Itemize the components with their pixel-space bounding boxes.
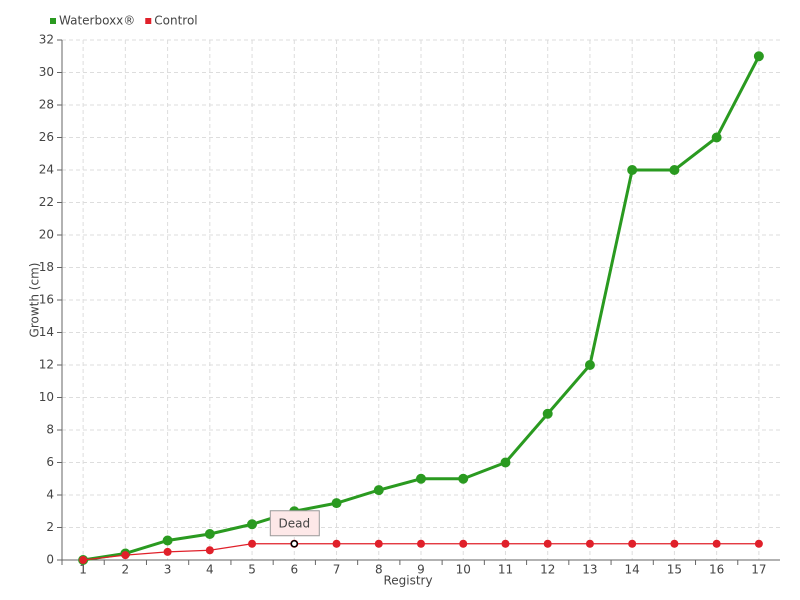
y-tick-label: 26	[39, 130, 54, 144]
x-tick-label: 11	[498, 563, 513, 577]
data-point	[628, 539, 637, 548]
data-point	[669, 165, 680, 175]
data-point	[627, 165, 638, 175]
y-tick-label: 8	[46, 423, 54, 437]
data-point	[670, 539, 679, 548]
legend-label: Waterboxx®	[59, 14, 135, 28]
data-point	[204, 529, 215, 539]
y-tick-label: 2	[46, 520, 54, 534]
data-point	[79, 556, 88, 564]
x-tick-label: 8	[375, 563, 383, 577]
y-tick-label: 16	[39, 293, 54, 307]
data-point	[754, 539, 763, 548]
y-tick-label: 14	[39, 325, 54, 339]
x-tick-label: 3	[164, 563, 172, 577]
data-point	[121, 551, 130, 560]
x-tick-label: 16	[709, 563, 724, 577]
y-tick-label: 4	[46, 488, 54, 502]
y-tick-label: 22	[39, 195, 54, 209]
tooltip-box	[269, 510, 320, 537]
y-tick-label: 30	[39, 65, 54, 79]
x-tick-label: 12	[540, 563, 555, 577]
data-point	[501, 539, 510, 548]
data-point	[374, 539, 383, 548]
data-point	[416, 473, 426, 484]
data-point	[373, 485, 384, 496]
data-point	[417, 539, 425, 548]
x-tick-label: 17	[751, 563, 766, 577]
y-tick-label: 20	[39, 228, 54, 242]
data-point	[459, 539, 468, 548]
data-point	[458, 473, 469, 484]
data-point	[162, 535, 173, 546]
x-tick-label: 2	[122, 563, 130, 577]
data-point	[247, 519, 258, 530]
highlight-point	[290, 540, 299, 548]
y-axis-label: Growth (cm)	[28, 263, 42, 338]
data-point	[331, 498, 342, 509]
data-point	[248, 539, 257, 548]
data-point	[500, 457, 511, 468]
data-point	[205, 546, 214, 555]
data-point	[332, 539, 341, 548]
x-tick-label: 15	[667, 563, 682, 577]
tooltip-text: Dead	[278, 516, 310, 530]
x-axis-label: Registry	[383, 574, 432, 588]
data-point	[163, 547, 172, 556]
data-point	[711, 132, 722, 143]
y-tick-label: 10	[39, 390, 54, 404]
y-tick-label: 0	[46, 553, 54, 567]
legend-label: Control	[154, 14, 197, 28]
x-tick-label: 13	[582, 563, 597, 577]
x-tick-label: 6	[290, 563, 298, 577]
x-tick-label: 5	[248, 563, 256, 577]
data-point	[584, 360, 595, 370]
x-tick-label: 14	[625, 563, 640, 577]
y-tick-label: 32	[39, 33, 54, 47]
y-tick-label: 24	[39, 163, 54, 177]
data-point	[753, 51, 764, 62]
data-point	[712, 539, 721, 548]
x-tick-label: 10	[456, 563, 471, 577]
y-tick-label: 12	[39, 358, 54, 372]
y-tick-label: 28	[39, 98, 54, 112]
legend-swatch	[50, 18, 56, 24]
x-tick-label: 1	[79, 563, 87, 577]
y-tick-label: 6	[46, 455, 54, 469]
x-tick-label: 9	[417, 563, 425, 577]
x-tick-label: 7	[333, 563, 341, 577]
data-point	[543, 539, 552, 548]
x-tick-label: 4	[206, 563, 214, 577]
y-tick-label: 18	[39, 260, 54, 274]
legend-swatch	[145, 18, 152, 24]
data-point	[585, 539, 594, 548]
data-point	[542, 408, 553, 419]
